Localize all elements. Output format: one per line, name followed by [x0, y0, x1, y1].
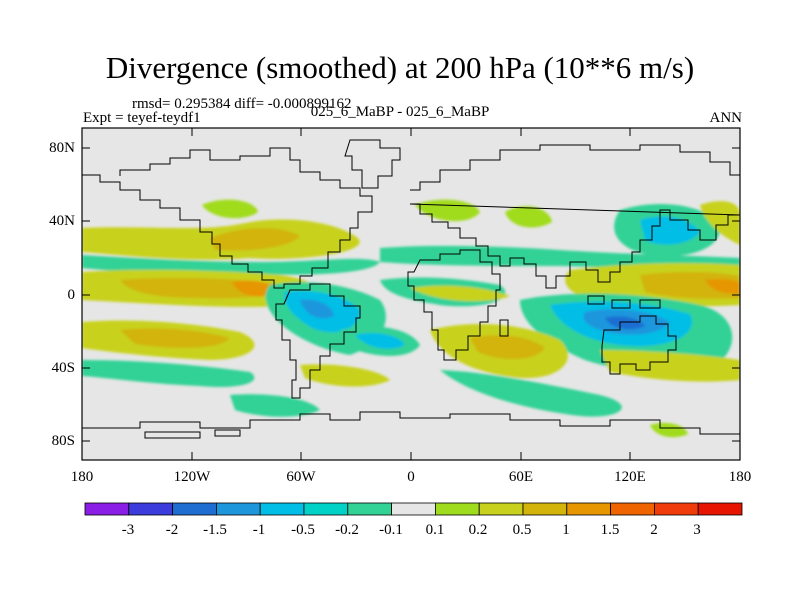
lat-tick-40n: 40N [49, 213, 75, 229]
colorbar-swatch [259, 502, 305, 516]
coastlines [82, 139, 740, 439]
colorbar-label: 1 [562, 522, 570, 538]
colorbar-label: -1.5 [203, 522, 227, 538]
lon-tick-180w: 180 [70, 469, 94, 485]
colorbar-swatch [434, 502, 480, 516]
coastline-greenland [344, 139, 401, 189]
colorbar-swatch [128, 502, 174, 516]
colorbar-swatch [391, 502, 436, 516]
experiment-label: Expt = teyef-teydf1 [83, 110, 201, 126]
colorbar-label: 1.5 [600, 522, 620, 538]
colorbar-swatch [697, 502, 743, 516]
field-patch [470, 335, 545, 360]
coastline-ross-shelf [144, 429, 241, 439]
field-patch [82, 255, 380, 275]
lon-tick-120w: 120W [173, 469, 211, 485]
field-patch [640, 272, 740, 299]
field-patch [355, 333, 405, 349]
divergence-field [82, 199, 740, 438]
field-patch [640, 216, 700, 245]
colorbar-swatch [566, 502, 611, 516]
coastline-australia [601, 315, 677, 375]
lat-tick-0: 0 [67, 287, 76, 303]
field-patch [605, 316, 645, 330]
colorbar-label: 3 [693, 522, 701, 538]
colorbar-label: -0.2 [335, 522, 359, 538]
colorbar-label: 0.1 [425, 522, 445, 538]
coastline-north-america [82, 147, 373, 289]
colorbar-swatch [172, 502, 217, 516]
coastline-africa [407, 249, 501, 361]
lon-tick-120e: 120E [614, 469, 646, 485]
colorbar-label: -3 [121, 522, 135, 538]
colorbar-label: -0.1 [379, 522, 403, 538]
tick-marks [81, 128, 741, 460]
stats-line: rmsd= 0.295384 diff= -0.000899162 [132, 96, 352, 112]
field-patch [600, 350, 740, 382]
field-patch [410, 285, 510, 302]
colorbar-swatch [478, 502, 524, 516]
colorbar-label: -1 [252, 522, 266, 538]
colorbar-swatch [303, 502, 349, 516]
colorbar [84, 502, 743, 516]
case-label: 025_6_MaBP - 025_6_MaBP [310, 104, 490, 120]
lat-tick-80s: 80S [51, 433, 75, 449]
season-label: ANN [709, 110, 743, 126]
field-patch [300, 299, 334, 319]
field-patch [230, 394, 320, 417]
colorbar-swatch [610, 502, 655, 516]
colorbar-label: 0.2 [468, 522, 488, 538]
field-patch [700, 201, 740, 245]
colorbar-label: -2 [165, 522, 179, 538]
colorbar-swatch [84, 502, 130, 516]
coastline-south-america [275, 283, 361, 399]
lon-tick-60w: 60W [286, 469, 316, 485]
coastline-indonesia [587, 295, 661, 309]
colorbar-label: 0.5 [512, 522, 532, 538]
lat-tick-80n: 80N [49, 140, 75, 156]
colorbar-swatch [522, 502, 568, 516]
field-patch [82, 360, 255, 388]
field-patch [440, 370, 622, 417]
coastline-eurasia [409, 144, 740, 289]
lon-tick-0: 0 [407, 469, 415, 485]
lon-tick-60e: 60E [508, 469, 534, 485]
colorbar-label: -0.5 [291, 522, 315, 538]
coastline-madagascar [499, 319, 509, 337]
coastline-antarctica [82, 411, 740, 435]
field-patch [705, 279, 740, 294]
field-patch [202, 199, 258, 219]
colorbar-label: 2 [650, 522, 658, 538]
lat-tick-40s: 40S [51, 360, 75, 376]
field-patch [120, 328, 230, 348]
field-patch [505, 206, 552, 228]
field-patch [210, 227, 300, 251]
colorbar-swatch [215, 502, 261, 516]
plot-title: Divergence (smoothed) at 200 hPa (10**6 … [105, 50, 695, 85]
field-patch [300, 364, 390, 387]
colorbar-swatch [347, 502, 392, 516]
colorbar-swatch [654, 502, 699, 516]
lon-tick-180e: 180 [728, 469, 752, 485]
